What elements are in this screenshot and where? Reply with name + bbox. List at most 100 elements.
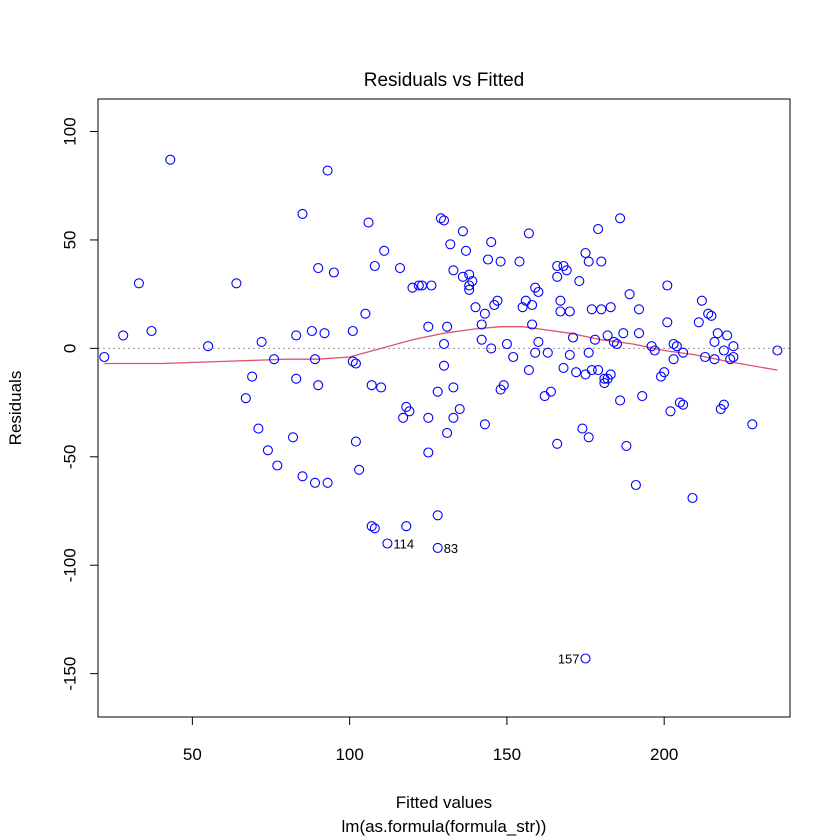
residual-point [313, 380, 324, 391]
residual-point [527, 299, 538, 311]
residual-point [718, 399, 729, 410]
y-tick-label: 100 [61, 117, 80, 145]
residual-point [552, 438, 563, 449]
residual-point [696, 295, 707, 306]
x-axis: 50 100 150 200 [183, 716, 678, 764]
residual-point [545, 386, 556, 397]
residual-point [354, 464, 365, 475]
residual-point [725, 354, 736, 365]
residual-point [514, 256, 525, 267]
residual-point [404, 406, 415, 417]
residual-point [709, 354, 720, 365]
residual-point [322, 477, 333, 488]
residual-point [668, 338, 679, 350]
residual-point [709, 336, 720, 347]
residual-point [633, 328, 645, 339]
residual-point [297, 208, 308, 219]
residual-point [583, 432, 594, 443]
residual-point [454, 404, 465, 415]
residual-point [517, 302, 528, 313]
residual-point [379, 245, 390, 256]
residual-point [319, 328, 330, 339]
residual-point [448, 412, 459, 423]
residual-point [564, 349, 575, 360]
residual-point [533, 336, 544, 347]
residual-point [369, 523, 380, 534]
residual-point [423, 321, 434, 332]
residual-point [369, 260, 380, 272]
smooth-layer [104, 326, 778, 371]
residual-point [291, 373, 302, 384]
residual-point [486, 343, 497, 354]
residual-point [678, 347, 689, 358]
residual-point [438, 338, 450, 350]
residual-point [589, 334, 601, 345]
residual-point [272, 460, 283, 471]
residual-point [426, 280, 437, 291]
residual-point [706, 310, 717, 321]
residual-point [442, 427, 453, 438]
x-tick-label: 100 [335, 745, 363, 764]
residual-point [262, 445, 273, 456]
residual-point [712, 328, 723, 339]
residual-point [624, 289, 635, 300]
residual-point [555, 295, 566, 306]
residual-point [577, 423, 588, 434]
residual-point [649, 345, 660, 356]
residual-point [596, 256, 607, 267]
residual-point [596, 304, 607, 315]
residual-point [247, 371, 258, 382]
residual-point [527, 319, 538, 330]
residual-point [678, 399, 689, 410]
residual-point [253, 423, 264, 434]
residual-point [467, 276, 478, 287]
residual-point [476, 319, 487, 330]
point-label: 157 [558, 651, 580, 666]
residual-point [287, 432, 299, 443]
y-tick-label: -150 [61, 657, 80, 691]
residual-point [479, 308, 490, 319]
residual-point [555, 306, 566, 317]
x-axis-label: Fitted values [396, 793, 492, 812]
residual-point [586, 304, 597, 315]
residual-point [479, 419, 490, 430]
residual-point [700, 351, 711, 363]
residual-point [605, 302, 616, 313]
x-tick-label: 200 [650, 745, 678, 764]
residual-point [668, 354, 679, 365]
residual-point [558, 362, 569, 373]
residual-point [728, 341, 739, 352]
residual-point [363, 217, 374, 228]
residual-point [580, 653, 591, 664]
residual-point [133, 278, 144, 289]
residual-point [665, 406, 676, 417]
residual-point [703, 308, 714, 319]
residual-point [448, 382, 459, 393]
residual-point [621, 440, 632, 451]
residual-point [269, 354, 280, 365]
residual-point [722, 330, 733, 341]
residual-point [523, 365, 534, 376]
points-layer [99, 154, 783, 664]
residual-point [671, 341, 682, 352]
y-tick-label: 0 [61, 344, 80, 353]
residual-point [297, 471, 308, 482]
residual-point [291, 330, 302, 341]
residual-point [492, 295, 503, 306]
residual-point [561, 265, 572, 276]
residual-point [460, 245, 472, 256]
point-label: 114 [393, 537, 414, 552]
residual-point [659, 367, 670, 378]
residual-point [586, 365, 597, 376]
residual-point [306, 325, 317, 337]
residual-point [438, 215, 450, 226]
x-tick-label: 50 [183, 745, 202, 764]
residual-point [360, 308, 371, 319]
y-tick-label: -50 [61, 445, 80, 470]
residual-point [407, 282, 418, 293]
point-label: 83 [444, 541, 458, 556]
residual-point [552, 271, 563, 282]
residual-point [442, 321, 453, 332]
residual-point [328, 267, 339, 278]
y-tick-label: -100 [61, 548, 80, 582]
